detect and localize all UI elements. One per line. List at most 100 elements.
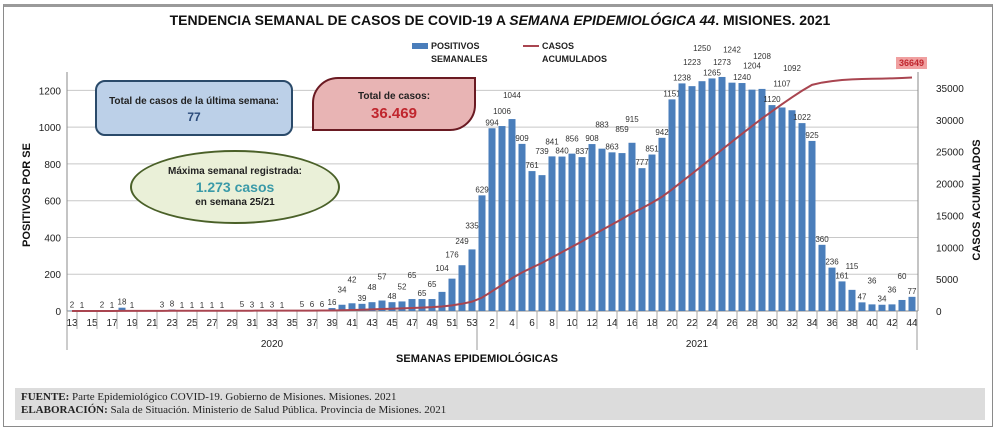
x-tick-label: 51 <box>446 318 458 329</box>
bar <box>378 300 386 311</box>
cumulative-line <box>71 76 913 312</box>
y-tick-label: 0 <box>55 307 61 318</box>
legend-line: CASOS ACUMULADOS <box>523 40 612 66</box>
bar <box>858 302 866 311</box>
x-tick-label: 14 <box>606 318 618 329</box>
bar <box>118 307 126 311</box>
y2-tick-label: 35000 <box>936 84 964 95</box>
y-tick-label: 400 <box>44 233 61 244</box>
bar-data-label: 1 <box>80 301 85 310</box>
max-week-ellipse: Máxima semanal registrada: 1.273 casos e… <box>130 150 340 224</box>
y2-tick-label: 20000 <box>936 180 964 191</box>
bar <box>818 244 826 311</box>
bar-data-label: 1022 <box>793 113 811 122</box>
bar-data-label: 6 <box>320 300 325 309</box>
bar <box>558 156 566 311</box>
x-tick-label: 13 <box>66 318 78 329</box>
bar-data-label: 837 <box>575 147 589 156</box>
x-tick-label: 20 <box>666 318 678 329</box>
bar-data-label: 249 <box>455 237 469 246</box>
bar <box>768 105 776 311</box>
bar <box>798 123 806 312</box>
bar-data-label: 1 <box>280 301 285 310</box>
x-tick-label: 8 <box>549 318 555 329</box>
bar <box>668 99 676 312</box>
bar <box>758 88 766 311</box>
bar-data-label: 1242 <box>723 46 741 55</box>
bar-data-label: 777 <box>635 158 649 167</box>
bar <box>628 142 636 311</box>
total-label: Total de casos: <box>357 91 431 102</box>
bar <box>898 299 906 311</box>
bar-data-label: 1238 <box>673 73 691 82</box>
legend: POSITIVOS SEMANALES CASOS ACUMULADOS <box>412 40 612 66</box>
x-tick-label: 21 <box>146 318 158 329</box>
bar-data-label: 5 <box>300 300 305 309</box>
source-line: FUENTE: Parte Epidemiológico COVID-19. G… <box>21 391 979 404</box>
bar <box>708 78 716 311</box>
x-tick-label: 22 <box>686 318 698 329</box>
title-part: . MISIONES. 2021 <box>715 12 831 28</box>
bar-data-label: 1092 <box>783 64 801 73</box>
bar <box>698 81 706 311</box>
bar-data-label: 1273 <box>713 58 731 67</box>
bar-data-label: 915 <box>625 115 639 124</box>
last-week-value: 77 <box>187 110 201 124</box>
x-tick-label: 15 <box>86 318 98 329</box>
chart-frame <box>3 4 993 427</box>
x-tick-label: 32 <box>786 318 798 329</box>
legend-bars-label: POSITIVOS SEMANALES <box>431 41 488 64</box>
bar-data-label: 1208 <box>753 52 771 61</box>
bar-data-label: 3 <box>250 300 255 309</box>
year-label: 2021 <box>686 339 709 350</box>
x-tick-label: 25 <box>186 318 198 329</box>
bar-data-label: 77 <box>908 287 917 296</box>
y-axis-title: POSITIVOS POR SE <box>21 143 33 247</box>
y-tick-label: 1200 <box>39 86 62 97</box>
bar <box>418 299 426 311</box>
y-tick-label: 1000 <box>39 123 62 134</box>
elaboration-text: Sala de Situación. Ministerio de Salud P… <box>107 404 447 416</box>
bar <box>578 157 586 311</box>
bar-data-label: 65 <box>418 289 427 298</box>
year-label: 2020 <box>261 339 284 350</box>
x-tick-label: 17 <box>106 318 118 329</box>
bar-data-label: 1044 <box>503 91 521 100</box>
bar-data-label: 1223 <box>683 58 701 67</box>
last-week-label: Total de casos de la última semana: <box>109 96 279 107</box>
bar <box>438 291 446 311</box>
bar-data-label: 335 <box>465 221 479 230</box>
bar <box>868 304 876 311</box>
bar <box>848 289 856 311</box>
x-tick-label: 26 <box>726 318 738 329</box>
x-tick-label: 16 <box>626 318 638 329</box>
bar-data-label: 5 <box>240 300 245 309</box>
bar <box>368 302 376 311</box>
total-box: Total de casos: 36.469 <box>312 77 476 131</box>
bar <box>648 154 656 311</box>
x-tick-label: 36 <box>826 318 838 329</box>
bar-data-label: 57 <box>378 273 387 282</box>
elaboration-label: ELABORACIÓN: <box>21 404 108 416</box>
bar-data-label: 629 <box>475 185 489 194</box>
bar <box>338 304 346 311</box>
last-week-box: Total de casos de la última semana: 77 <box>95 80 293 136</box>
bar <box>778 107 786 312</box>
bar <box>528 171 536 311</box>
bar-data-label: 6 <box>310 300 315 309</box>
x-tick-label: 29 <box>226 318 238 329</box>
bar-data-label: 115 <box>846 262 859 271</box>
x-tick-label: 24 <box>706 318 718 329</box>
bar <box>838 281 846 311</box>
title-italic-part: SEMANA EPIDEMIOLÓGICA 44 <box>509 12 716 28</box>
bar-data-label: 1 <box>200 301 205 310</box>
y2-tick-label: 15000 <box>936 211 964 222</box>
x-tick-label: 37 <box>306 318 318 329</box>
y2-tick-label: 10000 <box>936 243 964 254</box>
x-tick-label: 4 <box>509 318 515 329</box>
bar-data-label: 841 <box>545 137 559 146</box>
bar-data-label: 1 <box>220 301 225 310</box>
bar <box>748 89 756 311</box>
bar-data-label: 851 <box>645 145 659 154</box>
bar <box>568 153 576 311</box>
